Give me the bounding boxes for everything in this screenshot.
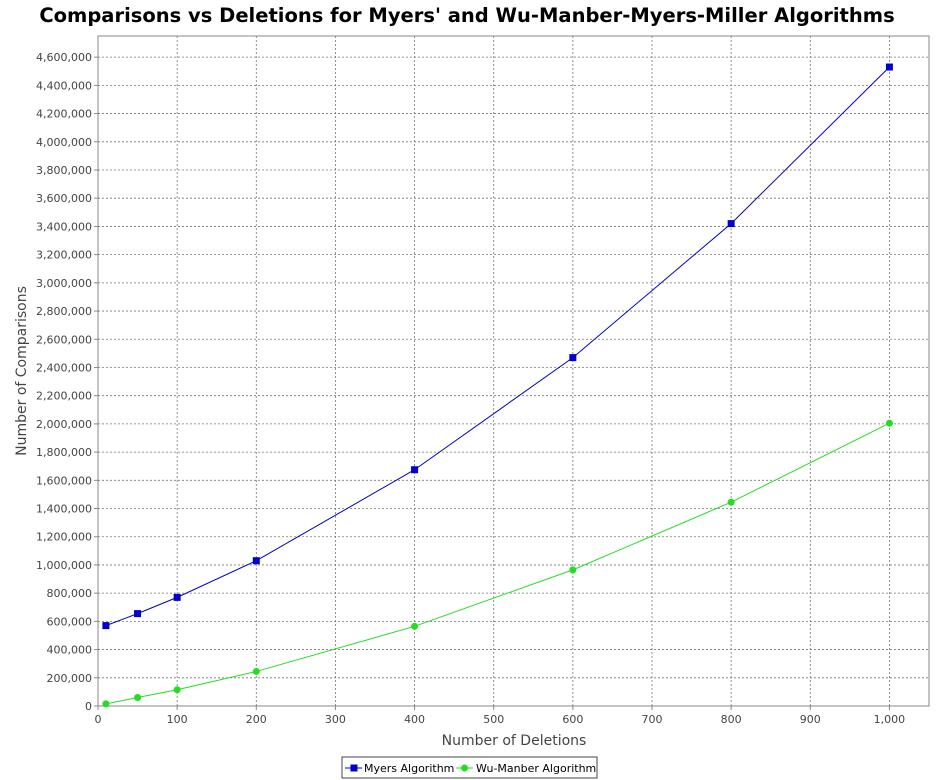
- data-point-square: [134, 610, 142, 618]
- grid-lines: [98, 36, 929, 706]
- y-tick-label: 2,000,000: [36, 418, 92, 431]
- y-tick-label: 200,000: [47, 672, 93, 685]
- y-tick-label: 3,200,000: [36, 249, 92, 262]
- x-tick-label: 100: [167, 713, 188, 726]
- data-point-circle: [173, 686, 181, 694]
- series-line-1: [105, 422, 890, 705]
- y-tick-label: 4,600,000: [36, 51, 92, 64]
- y-tick-label: 3,800,000: [36, 164, 92, 177]
- data-point-square: [569, 354, 577, 362]
- x-axis-label: Number of Deletions: [442, 733, 587, 749]
- y-tick-label: 1,000,000: [36, 559, 92, 572]
- chart-title: Comparisons vs Deletions for Myers' and …: [39, 4, 894, 27]
- y-tick-label: 3,400,000: [36, 220, 92, 233]
- x-tick-label: 0: [95, 713, 102, 726]
- legend: Myers Algorithm Wu-Manber Algorithm: [341, 756, 598, 779]
- legend-marker-myers: [350, 764, 358, 772]
- legend-label-wu-manber: Wu-Manber Algorithm: [476, 762, 596, 775]
- data-point-square: [102, 622, 110, 630]
- y-tick-label: 2,800,000: [36, 305, 92, 318]
- data-point-square: [411, 466, 419, 474]
- x-tick-label: 700: [642, 713, 663, 726]
- y-tick-label: 3,000,000: [36, 277, 92, 290]
- x-tick-label: 200: [246, 713, 267, 726]
- data-point-circle: [134, 694, 142, 702]
- y-axis-label: Number of Comparisons: [14, 286, 30, 456]
- y-tick-label: 4,200,000: [36, 108, 92, 121]
- y-tick-label: 2,400,000: [36, 361, 92, 374]
- x-tick-label: 800: [721, 713, 742, 726]
- legend-marker-wu-manber: [461, 764, 468, 772]
- series-layer: [102, 63, 893, 708]
- plot-area: [97, 35, 930, 707]
- y-tick-label: 600,000: [47, 615, 93, 628]
- x-tick-label: 900: [800, 713, 821, 726]
- y-tick-label: 3,600,000: [36, 192, 92, 205]
- y-tick-label: 400,000: [47, 644, 93, 657]
- data-point-circle: [885, 419, 893, 427]
- y-tick-label: 800,000: [47, 587, 93, 600]
- y-tick-label: 4,000,000: [36, 136, 92, 149]
- data-point-square: [173, 593, 181, 601]
- y-tick-label: 1,600,000: [36, 474, 92, 487]
- y-tick-label: 0: [85, 700, 92, 713]
- data-point-square: [885, 63, 893, 71]
- y-tick-label: 1,200,000: [36, 531, 92, 544]
- y-tick-label: 2,200,000: [36, 390, 92, 403]
- data-point-circle: [252, 667, 260, 675]
- y-tick-label: 2,600,000: [36, 333, 92, 346]
- y-tick-label: 1,800,000: [36, 446, 92, 459]
- data-point-square: [252, 557, 260, 565]
- data-point-square: [727, 220, 735, 228]
- x-tick-label: 500: [483, 713, 504, 726]
- x-tick-label: 400: [404, 713, 425, 726]
- data-point-circle: [411, 622, 419, 630]
- data-point-circle: [569, 566, 577, 574]
- y-tick-label: 4,400,000: [36, 79, 92, 92]
- data-point-circle: [102, 700, 110, 708]
- legend-label-myers: Myers Algorithm: [364, 762, 454, 775]
- x-tick-label: 300: [325, 713, 346, 726]
- y-axis: 0 200,000 400,000 600,000 800,000 1,000,000 1,…: [36, 51, 98, 713]
- data-point-circle: [727, 498, 735, 506]
- x-tick-label: 600: [562, 713, 583, 726]
- y-tick-label: 1,400,000: [36, 503, 92, 516]
- series-line-0: [105, 66, 890, 627]
- x-tick-label: 1,000: [874, 713, 906, 726]
- x-axis: 0 100 200 300 400 500 600 700 800 900 1,000: [95, 706, 906, 726]
